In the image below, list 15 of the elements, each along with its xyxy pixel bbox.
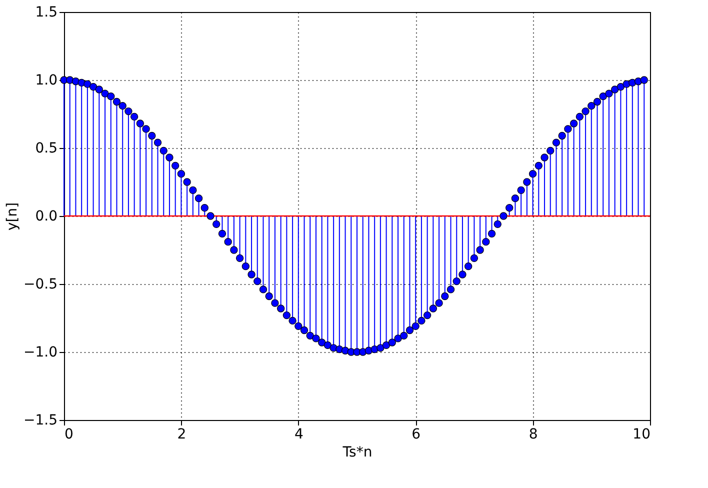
x-axis-title: Ts*n (342, 444, 372, 460)
x-tick-label: 2 (177, 426, 186, 442)
y-tick-label: 0.5 (35, 140, 58, 156)
y-tick-label: 1.5 (35, 4, 58, 20)
y-tick-label: −0.5 (24, 276, 58, 292)
y-tick-label: −1.5 (24, 412, 58, 428)
y-tick-label: 1.0 (35, 72, 58, 88)
x-tick-label: 0 (64, 426, 74, 442)
y-tick-label: 0.0 (35, 208, 58, 224)
x-tick-label: 8 (528, 426, 538, 442)
x-tick-label: 10 (632, 426, 650, 442)
x-tick-label: 4 (294, 426, 304, 442)
y-axis-title: y[n] (4, 202, 21, 231)
x-tick-label: 6 (412, 426, 421, 442)
y-tick-label: −1.0 (24, 344, 58, 360)
